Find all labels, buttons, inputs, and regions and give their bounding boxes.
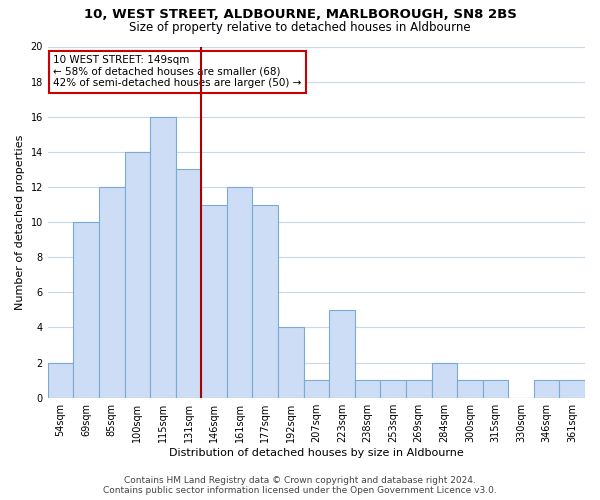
Bar <box>355 380 380 398</box>
X-axis label: Distribution of detached houses by size in Aldbourne: Distribution of detached houses by size … <box>169 448 464 458</box>
Text: 10, WEST STREET, ALDBOURNE, MARLBOROUGH, SN8 2BS: 10, WEST STREET, ALDBOURNE, MARLBOROUGH,… <box>83 8 517 20</box>
Bar <box>73 222 99 398</box>
Text: 10 WEST STREET: 149sqm
← 58% of detached houses are smaller (68)
42% of semi-det: 10 WEST STREET: 149sqm ← 58% of detached… <box>53 56 302 88</box>
Bar <box>201 204 227 398</box>
Y-axis label: Number of detached properties: Number of detached properties <box>15 134 25 310</box>
Bar <box>559 380 585 398</box>
Bar <box>431 362 457 398</box>
Bar <box>406 380 431 398</box>
Text: Size of property relative to detached houses in Aldbourne: Size of property relative to detached ho… <box>129 21 471 34</box>
Bar <box>482 380 508 398</box>
Bar <box>125 152 150 398</box>
Bar <box>304 380 329 398</box>
Bar <box>176 170 201 398</box>
Bar <box>99 187 125 398</box>
Bar <box>150 116 176 398</box>
Text: Contains HM Land Registry data © Crown copyright and database right 2024.
Contai: Contains HM Land Registry data © Crown c… <box>103 476 497 495</box>
Bar <box>457 380 482 398</box>
Bar <box>253 204 278 398</box>
Bar <box>534 380 559 398</box>
Bar <box>48 362 73 398</box>
Bar <box>380 380 406 398</box>
Bar <box>278 328 304 398</box>
Bar <box>329 310 355 398</box>
Bar <box>227 187 253 398</box>
